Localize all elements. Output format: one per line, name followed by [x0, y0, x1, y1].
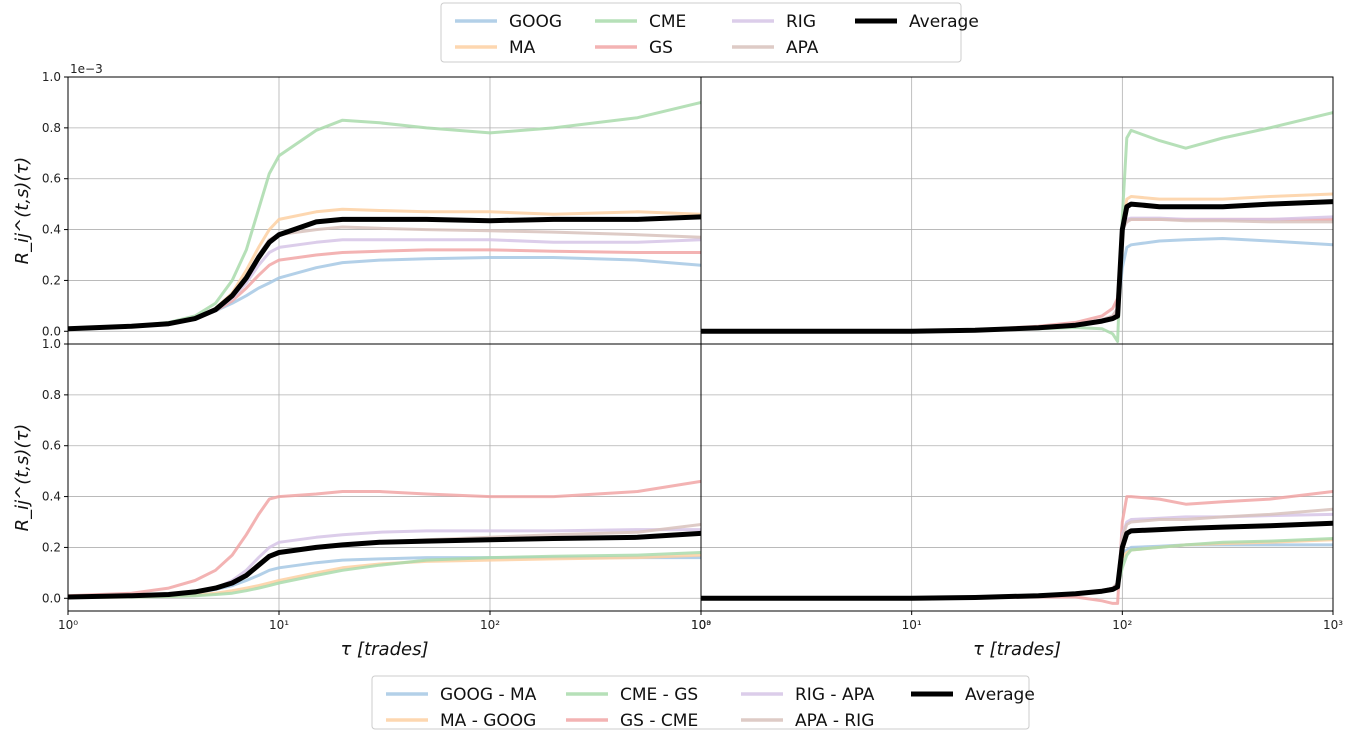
legend-label: GOOG - MA: [440, 685, 537, 705]
y-tick-label: 0.8: [42, 121, 61, 135]
legend-label: RIG: [786, 12, 816, 32]
y-tick-label: 1.0: [42, 70, 61, 84]
series-line-gs-cme: [68, 479, 701, 598]
x-tick-label: 10³: [691, 618, 711, 632]
panel-frame: [700, 343, 1334, 612]
y-tick-label: 0.0: [42, 324, 61, 338]
x-tick-label: 10³: [1323, 618, 1343, 632]
x-tick-label: 10¹: [902, 618, 922, 632]
plot-area: [68, 344, 701, 611]
legend-label: APA: [786, 38, 819, 58]
y-tick-label: 0.2: [42, 273, 61, 287]
series-line-cme-gs: [68, 551, 701, 599]
legend-label: CME: [649, 12, 686, 32]
series-group: [68, 479, 701, 600]
legend-label: MA - GOOG: [440, 711, 536, 731]
legend-label: CME - GS: [620, 685, 698, 705]
series-line-average: [68, 214, 701, 332]
x-tick-label: 10¹: [269, 618, 289, 632]
panel-bottom-right: 10⁰ 10¹ 10² 10³ τ [trades]: [691, 343, 1343, 660]
series-group: [701, 111, 1333, 343]
y-tick-label: 1.0: [42, 337, 61, 351]
series-group: [68, 100, 701, 332]
panel-bottom-left: 0.0 0.2 0.4 0.6 0.8 1.0 10⁰ 10¹ 10² 10³ τ [trades]: [42, 337, 711, 660]
plot-area: [701, 344, 1333, 611]
y-tick-label: 0.6: [42, 172, 61, 186]
x-tick-label: 10⁰: [58, 618, 78, 632]
y-tick-label: 0.6: [42, 439, 61, 453]
legend-label: Average: [965, 685, 1035, 705]
series-line-average: [701, 199, 1333, 334]
legend-label: MA: [509, 38, 536, 58]
y-tick-label: 0.4: [42, 490, 61, 504]
x-tick-label: 10⁰: [691, 618, 711, 632]
y-tick-label: 0.4: [42, 223, 61, 237]
y-tick-label: 0.0: [42, 591, 61, 605]
legend-bottom: GOOG - MA MA - GOOG CME - GS GS - CME RIG - …: [371, 675, 1035, 731]
legend-label: GS: [649, 38, 673, 58]
x-axis-label: τ [trades]: [973, 639, 1061, 660]
legend-top: GOOG MA CME GS RIG APA Average: [440, 2, 979, 63]
y-axis-label-bottom: R_ij^(t,s)(τ): [12, 424, 33, 532]
x-tick-label: 10²: [480, 618, 500, 632]
legend-label: APA - RIG: [795, 711, 874, 731]
panel-top-right: [700, 76, 1334, 345]
y-tick-label: 0.2: [42, 540, 61, 554]
legend-label: GS - CME: [620, 711, 698, 731]
legend-label: RIG - APA: [795, 685, 875, 705]
series-group: [701, 490, 1333, 605]
legend-frame: [440, 2, 962, 63]
legend-frame: [371, 675, 1030, 730]
panel-top-left: 0.0 0.2 0.4 0.6 0.8 1.0: [42, 70, 702, 345]
x-tick-label: 10²: [1112, 618, 1132, 632]
legend-label: Average: [909, 12, 979, 32]
series-line-average: [701, 520, 1333, 601]
y-axis-label-top: R_ij^(t,s)(τ): [12, 157, 33, 265]
series-line-average: [68, 530, 701, 600]
y-multiplier-label: 1e−3: [70, 62, 103, 76]
legend-label: GOOG: [509, 12, 562, 32]
plot-area: [701, 77, 1333, 344]
x-axis-label: τ [trades]: [341, 639, 429, 660]
y-tick-label: 0.8: [42, 388, 61, 402]
